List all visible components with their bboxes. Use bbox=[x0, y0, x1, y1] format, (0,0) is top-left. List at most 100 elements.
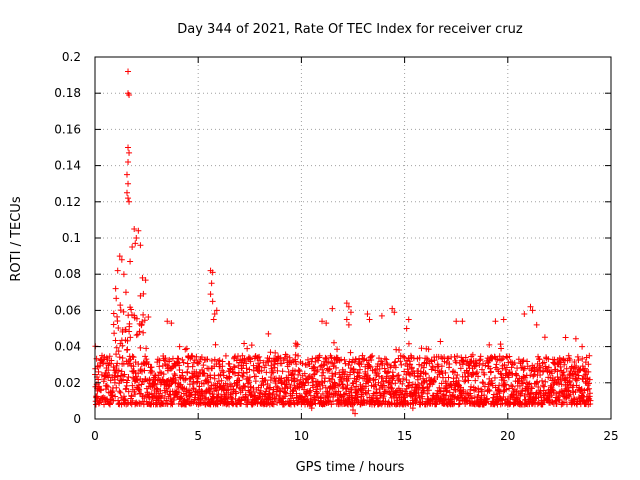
x-tick-label: 25 bbox=[603, 429, 618, 443]
data-point bbox=[520, 357, 527, 364]
data-point bbox=[113, 351, 120, 358]
data-point bbox=[476, 357, 483, 364]
data-point bbox=[479, 388, 486, 395]
data-point bbox=[528, 385, 535, 392]
data-point bbox=[566, 371, 573, 378]
data-point bbox=[390, 373, 397, 380]
data-point bbox=[119, 342, 126, 349]
data-point bbox=[294, 341, 301, 348]
data-point bbox=[240, 370, 247, 377]
data-point bbox=[138, 390, 145, 397]
data-point bbox=[164, 318, 171, 325]
data-point bbox=[462, 354, 469, 361]
data-point bbox=[175, 389, 182, 396]
data-point bbox=[124, 346, 131, 353]
data-point bbox=[586, 385, 593, 392]
data-point bbox=[562, 395, 569, 402]
data-point bbox=[334, 346, 341, 353]
data-point bbox=[169, 379, 176, 386]
data-point bbox=[137, 292, 144, 299]
data-point bbox=[212, 386, 219, 393]
data-point bbox=[394, 372, 401, 379]
data-point bbox=[508, 382, 515, 389]
data-point bbox=[139, 274, 146, 281]
data-point bbox=[570, 395, 577, 402]
data-point bbox=[356, 374, 363, 381]
data-point bbox=[555, 393, 562, 400]
data-point bbox=[378, 312, 385, 319]
data-point bbox=[141, 367, 148, 374]
data-point bbox=[123, 382, 130, 389]
data-point bbox=[542, 378, 549, 385]
data-point bbox=[356, 366, 363, 373]
data-point bbox=[471, 387, 478, 394]
data-point bbox=[225, 386, 232, 393]
data-point bbox=[295, 371, 302, 378]
data-point bbox=[209, 269, 216, 276]
data-point bbox=[195, 373, 202, 380]
data-point bbox=[211, 311, 218, 318]
data-point bbox=[533, 321, 540, 328]
data-point bbox=[304, 356, 311, 363]
data-point bbox=[537, 388, 544, 395]
data-point bbox=[118, 368, 125, 375]
data-point bbox=[443, 388, 450, 395]
data-point bbox=[301, 370, 308, 377]
data-point bbox=[265, 330, 272, 337]
data-point bbox=[348, 384, 355, 391]
data-point bbox=[316, 352, 323, 359]
data-point bbox=[156, 357, 163, 364]
data-point bbox=[317, 386, 324, 393]
data-point bbox=[118, 256, 125, 263]
data-point bbox=[123, 385, 130, 392]
data-point bbox=[160, 371, 167, 378]
data-point bbox=[264, 381, 271, 388]
y-tick-label: 0.04 bbox=[54, 340, 81, 354]
data-point bbox=[106, 353, 113, 360]
data-point bbox=[497, 370, 504, 377]
y-tick-label: 0.1 bbox=[62, 231, 81, 245]
data-point bbox=[346, 358, 353, 365]
data-point bbox=[363, 390, 370, 397]
data-point bbox=[140, 329, 147, 336]
data-point bbox=[129, 244, 136, 251]
data-point bbox=[409, 392, 416, 399]
data-point bbox=[151, 380, 158, 387]
data-point bbox=[137, 242, 144, 249]
data-point bbox=[493, 361, 500, 368]
data-point bbox=[231, 370, 238, 377]
data-point bbox=[558, 381, 565, 388]
data-point bbox=[132, 240, 139, 247]
data-point bbox=[392, 358, 399, 365]
data-point bbox=[335, 388, 342, 395]
data-point bbox=[270, 369, 277, 376]
data-point bbox=[492, 318, 499, 325]
data-point bbox=[220, 372, 227, 379]
data-point bbox=[501, 377, 508, 384]
data-point bbox=[353, 383, 360, 390]
data-point bbox=[311, 394, 318, 401]
data-point bbox=[517, 390, 524, 397]
data-point bbox=[481, 371, 488, 378]
data-point bbox=[319, 318, 326, 325]
data-point bbox=[120, 393, 127, 400]
data-point bbox=[408, 364, 415, 371]
data-point bbox=[198, 354, 205, 361]
data-point bbox=[566, 357, 573, 364]
data-point bbox=[585, 368, 592, 375]
data-point bbox=[204, 356, 211, 363]
data-point bbox=[559, 371, 566, 378]
data-point bbox=[342, 360, 349, 367]
data-point bbox=[287, 384, 294, 391]
data-point bbox=[524, 358, 531, 365]
data-point bbox=[529, 307, 536, 314]
data-point bbox=[427, 397, 434, 404]
x-tick-label: 0 bbox=[91, 429, 99, 443]
data-point bbox=[560, 369, 567, 376]
data-point bbox=[517, 392, 524, 399]
data-point bbox=[95, 376, 102, 383]
data-point bbox=[110, 321, 117, 328]
data-point bbox=[217, 371, 224, 378]
data-point bbox=[460, 388, 467, 395]
data-point bbox=[465, 377, 472, 384]
